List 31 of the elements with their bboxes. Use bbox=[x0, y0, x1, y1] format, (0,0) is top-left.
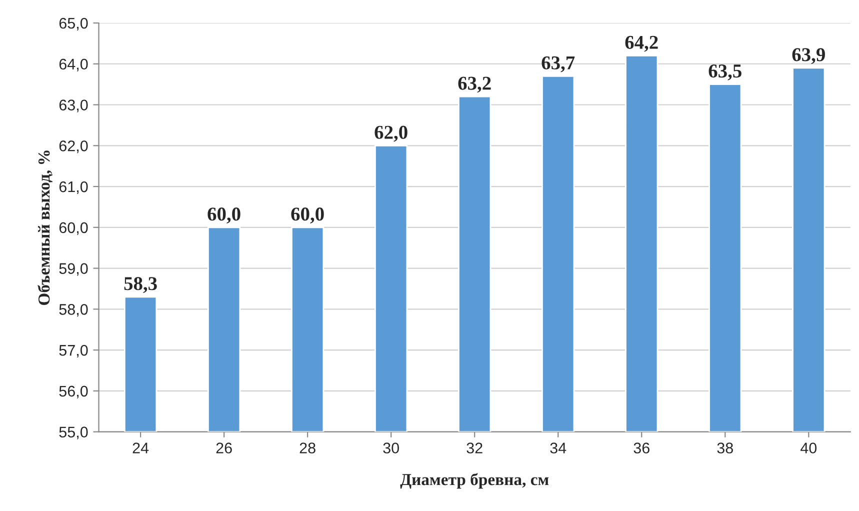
y-tick-label: 63,0 bbox=[59, 100, 88, 112]
y-tick-label: 58,0 bbox=[59, 304, 88, 317]
y-tick-label: 65,0 bbox=[59, 18, 88, 30]
data-label: 58,3 bbox=[124, 277, 157, 293]
y-tick-label: 62,0 bbox=[59, 140, 88, 154]
x-tick-label: 40 bbox=[800, 442, 817, 454]
y-tick-label: 61,0 bbox=[59, 181, 88, 194]
data-label: 62,0 bbox=[374, 126, 408, 142]
x-tick-label: 36 bbox=[634, 442, 650, 454]
data-label: 63,2 bbox=[458, 76, 491, 93]
data-label: 63,5 bbox=[708, 64, 742, 80]
y-tick-label: 59,0 bbox=[59, 263, 88, 276]
y-axis-title: Объемный выход, % bbox=[38, 150, 52, 305]
x-tick-label: 26 bbox=[216, 442, 232, 454]
data-label: 60,0 bbox=[208, 208, 240, 224]
y-tick-label: 55,0 bbox=[59, 426, 88, 440]
y-tick-label: 56,0 bbox=[59, 386, 88, 398]
data-label: 63,9 bbox=[792, 48, 825, 64]
data-label: 60,0 bbox=[291, 208, 324, 224]
x-tick-label: 28 bbox=[300, 442, 316, 454]
x-tick-label: 24 bbox=[132, 442, 149, 454]
x-tick-label: 38 bbox=[717, 442, 733, 454]
data-label: 63,7 bbox=[542, 56, 575, 72]
y-tick-label: 57,0 bbox=[59, 344, 88, 358]
y-tick-label: 60,0 bbox=[59, 222, 88, 235]
x-tick-label: 34 bbox=[550, 442, 566, 454]
data-label: 64,2 bbox=[625, 36, 658, 52]
x-axis-title: Диаметр бревна, см bbox=[400, 473, 549, 489]
x-tick-label: 30 bbox=[383, 442, 399, 454]
y-tick-label: 64,0 bbox=[59, 58, 88, 72]
x-tick-label: 32 bbox=[466, 442, 482, 454]
